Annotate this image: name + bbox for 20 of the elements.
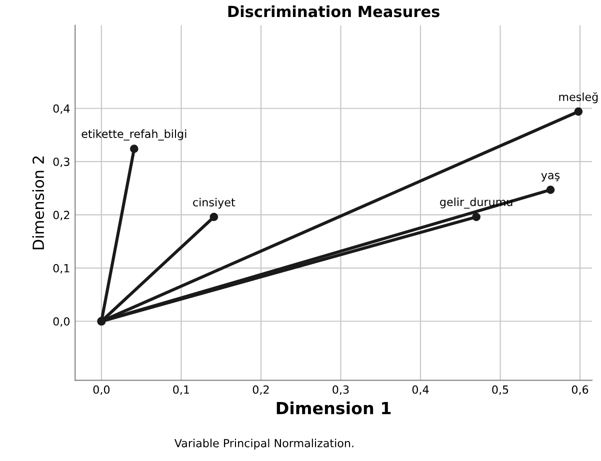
series-label: etikette_refah_bilgi	[82, 129, 186, 140]
x-axis-title: Dimension 1	[276, 401, 391, 414]
x-tick-label: 0,4	[412, 385, 429, 395]
y-axis-title: Dimension 2	[32, 156, 44, 250]
y-tick-label: 0,0	[53, 317, 70, 327]
x-tick-label: 0,6	[572, 385, 588, 395]
y-tick-label: 0,3	[53, 158, 70, 168]
x-tick-label: 0,3	[332, 385, 349, 395]
series-label: yaş	[541, 172, 560, 182]
y-tick-label: 0,2	[53, 210, 70, 220]
x-tick-label: 0,0	[93, 385, 110, 395]
y-tick-label: 0,1	[53, 264, 70, 274]
y-tick-label: 0,4	[53, 104, 70, 114]
chart-title: Discrimination Measures	[228, 5, 440, 18]
x-tick-label: 0,1	[173, 385, 190, 395]
series-label: cinsiyet	[193, 198, 236, 209]
text: Variable Principal Normalization.	[174, 438, 354, 450]
series-label: mesleğ	[559, 92, 598, 104]
x-tick-label: 0,2	[252, 385, 269, 395]
x-tick-label: 0,5	[492, 385, 508, 395]
